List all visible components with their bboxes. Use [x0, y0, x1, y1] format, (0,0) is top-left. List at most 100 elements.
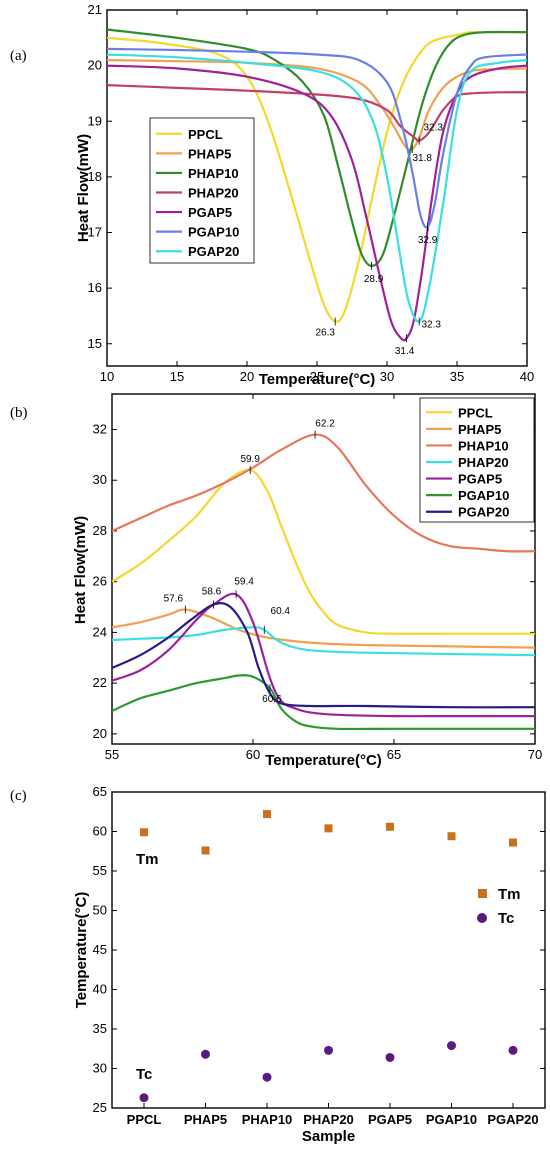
series-line-pgap20 [112, 602, 535, 709]
legend-label-pgap10: PGAP10 [458, 488, 509, 503]
peak-annotation: 57.6 [164, 594, 184, 605]
tc-marker [262, 1072, 272, 1082]
plot-area [139, 810, 518, 1103]
x-tick-label: PGAP5 [368, 1112, 412, 1127]
tc-marker [139, 1093, 149, 1103]
x-axis-label: Sample [302, 1128, 355, 1145]
y-tick-label: 17 [88, 225, 102, 240]
peak-annotation: 58.6 [202, 587, 222, 598]
y-tick-label: 26 [93, 574, 107, 589]
series-line-pgap10 [107, 47, 527, 229]
peak-annotation: 26.3 [315, 328, 335, 339]
y-tick-label: 25 [93, 1100, 107, 1115]
x-tick-label: 35 [450, 369, 464, 384]
y-tick-label: 16 [88, 280, 102, 295]
x-tick-label: 10 [100, 369, 114, 384]
y-tick-label: 18 [88, 169, 102, 184]
y-tick-label: 20 [93, 726, 107, 741]
x-tick-label: 25 [310, 369, 324, 384]
series-line-phap10 [112, 433, 535, 553]
peak-annotation: 32.3 [423, 123, 443, 134]
legend-box [149, 117, 255, 264]
y-tick-label: 35 [93, 1021, 107, 1036]
tc-marker [508, 1045, 518, 1055]
legend-label-pgap20: PGAP20 [458, 505, 509, 520]
legend-label-pgap5: PGAP5 [458, 472, 502, 487]
legend-label-phap10: PHAP10 [188, 166, 239, 181]
legend-label-ppcl: PPCL [458, 405, 493, 420]
tm-marker [509, 838, 517, 847]
x-tick-label: 60 [246, 747, 260, 762]
tc-marker [447, 1041, 456, 1051]
y-tick-label: 22 [93, 675, 107, 690]
chart-panel-b: (b) 20 22 24 26 28 30 32 55 60 65 70 Temperature(°C)… [10, 393, 542, 769]
series-line-pgap5 [112, 592, 535, 718]
x-tick-label: PHAP5 [184, 1112, 227, 1127]
y-axis-label: Heat Flow(mW) [75, 134, 92, 242]
tm-marker [263, 810, 271, 819]
legend-label-pgap5: PGAP5 [188, 205, 232, 220]
x-tick-label: 65 [387, 747, 401, 762]
plot-frame [111, 393, 536, 745]
x-axis-label: Temperature(°C) [265, 752, 382, 769]
panel-label: (b) [10, 405, 28, 421]
tc-marker [324, 1045, 333, 1055]
legend-label-pgap20: PGAP20 [188, 244, 239, 259]
y-tick-label: 28 [93, 523, 107, 538]
y-axis-label: Heat Flow(mW) [72, 516, 89, 624]
plot-frame [111, 791, 546, 1109]
legend-label-tc: Tc [498, 910, 514, 927]
chart-panel-c: (c) 25 30 35 40 45 50 55 60 65 PPCL PHAP5 PHAP10 PHAP… [10, 784, 546, 1145]
y-tick-label: 30 [93, 1061, 107, 1076]
panel-label: (a) [10, 48, 27, 64]
tc-marker [385, 1052, 395, 1062]
series-line-pgap20 [107, 53, 527, 323]
x-tick-label: 70 [528, 747, 542, 762]
y-tick-label: 19 [88, 113, 102, 128]
series-line-phap5 [112, 608, 535, 649]
y-tick-label: 21 [88, 2, 102, 17]
y-tick-label: 15 [88, 336, 102, 351]
x-axis-label: Temperature(°C) [259, 371, 376, 388]
peak-annotation: 32.9 [418, 235, 438, 246]
peak-annotation: 60.6 [262, 694, 282, 705]
legend-label-phap5: PHAP5 [188, 146, 231, 161]
y-tick-label: 50 [93, 903, 107, 918]
tm-marker [386, 822, 394, 831]
legend-label-phap10: PHAP10 [458, 438, 509, 453]
x-tick-label: 20 [240, 369, 254, 384]
x-tick-label: PGAP20 [487, 1112, 538, 1127]
y-tick-label: 40 [93, 982, 107, 997]
y-tick-label: 55 [93, 863, 107, 878]
y-tick-label: 32 [93, 422, 107, 437]
tm-marker [201, 846, 210, 855]
tc-marker [201, 1049, 210, 1059]
peak-annotation: 31.8 [412, 153, 432, 164]
peak-annotation: 28.9 [364, 274, 384, 285]
peak-annotation: 59.4 [234, 576, 254, 587]
series-line-phap20 [107, 84, 527, 143]
legend-swatch-tm [478, 889, 487, 898]
tm-marker [447, 832, 456, 841]
y-tick-label: 30 [93, 472, 107, 487]
y-axis-label: Temperature(°C) [73, 892, 90, 1009]
x-tick-label: 40 [520, 369, 534, 384]
y-tick-label: 20 [88, 58, 102, 73]
x-tick-label: 55 [105, 747, 119, 762]
legend-label-phap20: PHAP20 [188, 186, 239, 201]
x-tick-label: PGAP10 [426, 1112, 477, 1127]
legend-label-pgap10: PGAP10 [188, 225, 239, 240]
y-tick-label: 60 [93, 824, 107, 839]
series-line-ppcl [112, 468, 535, 635]
legend-swatch-tc [477, 913, 487, 923]
y-tick-label: 45 [93, 942, 107, 957]
series-text-label: Tc [136, 1066, 152, 1083]
x-tick-label: 15 [170, 369, 184, 384]
chart-panel-a: (a) 15 16 17 18 19 20 21 10 15 20 25 30 35 40 Temperatu… [10, 2, 534, 388]
x-tick-label: 30 [380, 369, 394, 384]
x-tick-label: PPCL [127, 1112, 162, 1127]
series-line-pgap10 [112, 674, 535, 731]
peak-annotation: 62.2 [315, 419, 335, 430]
legend-label-phap20: PHAP20 [458, 455, 509, 470]
